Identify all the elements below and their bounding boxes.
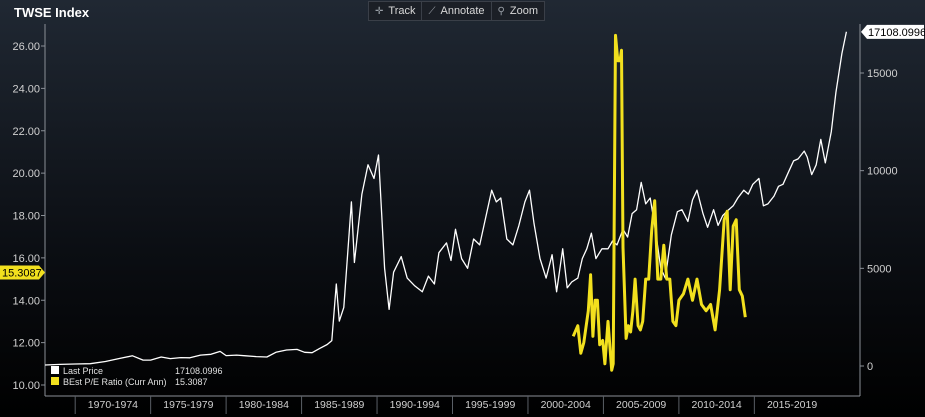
magnifier-icon: ⚲ [497, 5, 505, 17]
x-tick-label: 1980-1984 [239, 399, 289, 411]
legend: Last Price 17108.0996 BEst P/E Ratio (Curr… [51, 366, 223, 387]
legend-label: Last Price [63, 366, 103, 376]
x-tick-label: 1975-1979 [163, 399, 213, 411]
right-tick-label: 0 [867, 361, 873, 373]
track-button[interactable]: ✛ Track [369, 2, 423, 20]
right-tick-label: 5000 [867, 263, 891, 275]
legend-swatch [51, 377, 59, 385]
right-tick-label: 15000 [867, 68, 898, 80]
left-tick-label: 18.00 [12, 211, 40, 223]
annotate-button[interactable]: ⟋ Annotate [422, 2, 492, 20]
crosshair-icon: ✛ [375, 5, 384, 17]
pencil-icon: ⟋ [428, 5, 436, 17]
last-price-line [44, 31, 848, 366]
zoom-label: Zoom [509, 5, 538, 17]
left-tick-label: 24.00 [12, 83, 40, 95]
pe-ratio-tag [0, 265, 45, 280]
left-tick-label: 20.00 [12, 168, 40, 180]
x-tick-label: 2000-2004 [541, 399, 591, 411]
pe-ratio-line [571, 33, 747, 372]
x-tick-label: 1970-1974 [88, 399, 138, 411]
legend-value: 17108.0996 [175, 366, 223, 376]
x-tick-label: 1995-1999 [465, 399, 515, 411]
right-tick-label: 10000 [867, 166, 898, 178]
track-label: Track [388, 5, 416, 17]
x-tick-label: 2010-2014 [692, 399, 742, 411]
x-tick-label: 1990-1994 [390, 399, 440, 411]
legend-swatch [51, 366, 59, 374]
last-price-tag [861, 24, 924, 39]
left-tick-label: 10.00 [12, 380, 40, 392]
pe-ratio-tag-text: 15.3087 [2, 268, 42, 280]
x-tick-label: 1985-1989 [314, 399, 364, 411]
left-tick-label: 12.00 [12, 338, 40, 350]
legend-label: BEst P/E Ratio (Curr Ann) [63, 377, 167, 387]
legend-value: 15.3087 [175, 377, 208, 387]
x-tick-label: 2005-2009 [616, 399, 666, 411]
chart-toolbar: ✛ Track ⟋ Annotate ⚲ Zoom [368, 1, 545, 21]
zoom-button[interactable]: ⚲ Zoom [492, 2, 544, 20]
chart-title: TWSE Index [14, 5, 90, 20]
left-tick-label: 22.00 [12, 126, 40, 138]
left-tick-label: 14.00 [12, 295, 40, 307]
annotate-label: Annotate [440, 5, 485, 17]
last-price-tag-text: 17108.0996 [868, 27, 925, 39]
x-tick-label: 2015-2019 [767, 399, 817, 411]
left-tick-label: 26.00 [12, 41, 40, 53]
left-tick-label: 16.00 [12, 253, 40, 265]
